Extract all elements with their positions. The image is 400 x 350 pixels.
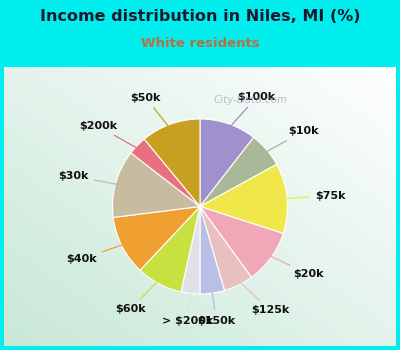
Wedge shape [200, 164, 288, 233]
Text: $150k: $150k [197, 287, 235, 326]
Text: $40k: $40k [66, 243, 127, 264]
Text: $10k: $10k [262, 126, 318, 154]
Text: > $200k: > $200k [162, 288, 213, 326]
Wedge shape [181, 206, 200, 294]
Text: $75k: $75k [281, 191, 346, 201]
Wedge shape [200, 206, 283, 277]
Wedge shape [200, 206, 224, 294]
Text: $50k: $50k [130, 93, 172, 130]
Wedge shape [200, 206, 252, 290]
Wedge shape [144, 119, 200, 206]
Text: City-Data.com: City-Data.com [213, 95, 288, 105]
Wedge shape [200, 119, 254, 206]
Wedge shape [131, 139, 200, 206]
Wedge shape [112, 153, 200, 217]
Text: White residents: White residents [141, 37, 259, 50]
Text: $125k: $125k [237, 279, 289, 315]
Text: $20k: $20k [266, 254, 324, 279]
Wedge shape [200, 137, 277, 206]
Text: $200k: $200k [79, 121, 141, 150]
Wedge shape [113, 206, 200, 270]
Text: Income distribution in Niles, MI (%): Income distribution in Niles, MI (%) [40, 9, 360, 24]
Wedge shape [140, 206, 200, 292]
Text: $30k: $30k [58, 171, 121, 185]
Text: $60k: $60k [115, 278, 161, 314]
Text: $100k: $100k [227, 92, 276, 130]
